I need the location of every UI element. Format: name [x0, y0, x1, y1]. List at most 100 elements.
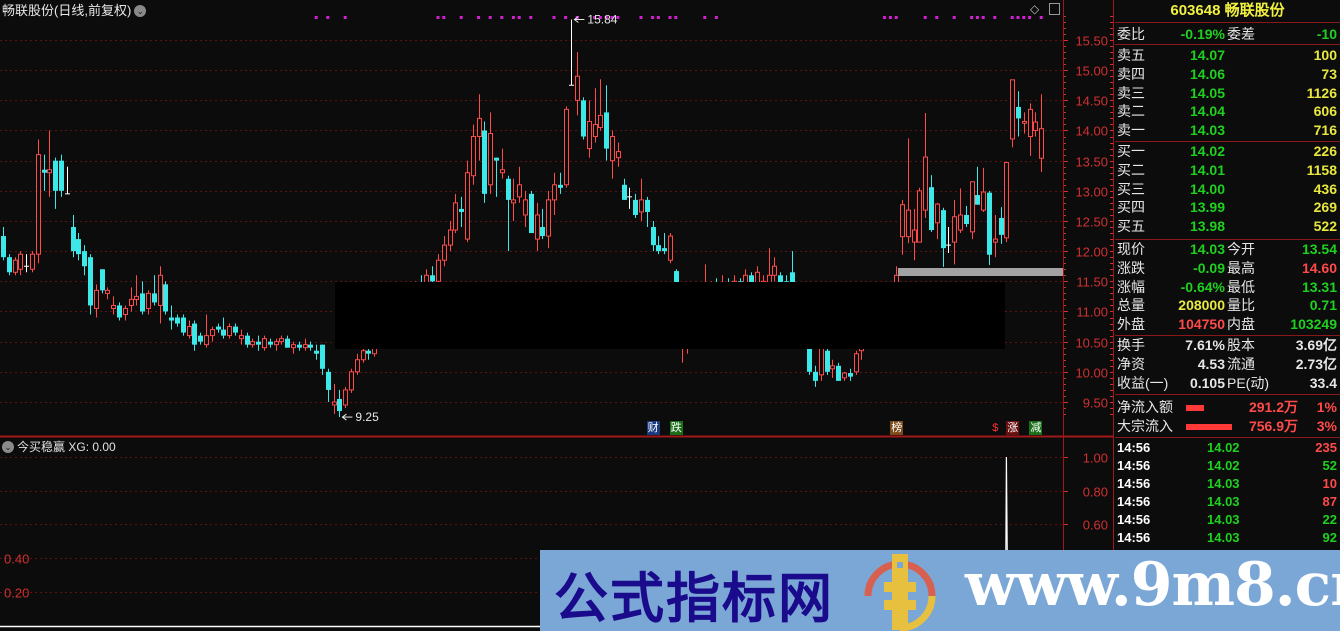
- candle: [18, 251, 23, 276]
- divider: [1115, 44, 1340, 45]
- bid-row: 买一 14.02 226: [1115, 142, 1340, 161]
- candle: [163, 281, 168, 315]
- signal-dot: [952, 16, 956, 19]
- candle-body-up: [471, 136, 476, 177]
- candle: [627, 187, 632, 209]
- divider: [1115, 335, 1340, 336]
- candle: [297, 341, 302, 351]
- candle-body-down: [82, 251, 87, 267]
- fund-label: 净资: [1117, 356, 1145, 372]
- candle: [917, 187, 922, 243]
- candle: [593, 88, 598, 143]
- candle-body-up: [830, 365, 835, 370]
- event-marker[interactable]: $: [992, 422, 999, 434]
- ask-price: 14.05: [1189, 84, 1225, 101]
- candle: [807, 344, 812, 375]
- y-tick-label: 13.50: [1075, 155, 1108, 170]
- value: -0.19%: [1180, 26, 1225, 42]
- y-tick-label: 14.00: [1075, 124, 1108, 139]
- candle-body-up: [343, 389, 348, 406]
- candle-body-up: [30, 253, 35, 270]
- candle: [459, 196, 464, 228]
- candle: [546, 190, 551, 249]
- signal-dot: [442, 16, 446, 19]
- candle: [836, 362, 841, 381]
- chevron-down-icon[interactable]: ⌄: [2, 441, 14, 453]
- fund-label: 股本: [1227, 337, 1255, 353]
- candle-body-up: [111, 304, 116, 309]
- stat-row: 外盘 104750 内盘 103249: [1115, 315, 1340, 334]
- signal-dot: [436, 16, 440, 19]
- event-marker[interactable]: 榜: [890, 421, 904, 435]
- signal-dot: [935, 16, 939, 19]
- fund-label: PE(动): [1227, 375, 1269, 391]
- fund-value: 7.61%: [1185, 337, 1225, 353]
- candle-body-down: [192, 323, 197, 345]
- candle-body-down: [622, 184, 627, 200]
- level-label: 卖三: [1117, 84, 1145, 101]
- signal-dot: [981, 16, 985, 19]
- candle: [36, 139, 41, 264]
- stat-label: 最高: [1227, 259, 1255, 276]
- candle: [140, 281, 145, 315]
- bid-price: 13.99: [1189, 199, 1225, 216]
- weibi-row: 委比 -0.19% 委差 -10: [1115, 25, 1340, 44]
- signal-dot: [604, 16, 608, 19]
- candle-body-up: [912, 229, 917, 243]
- candle-body-up: [523, 199, 528, 216]
- chevron-down-icon[interactable]: ⌄: [134, 5, 147, 17]
- candle-body-down: [1016, 106, 1021, 119]
- y-tick-label: 11.00: [1076, 305, 1108, 320]
- candle-body-down: [59, 160, 64, 191]
- candle: [1010, 79, 1015, 148]
- candle-body-down: [836, 365, 841, 381]
- event-marker[interactable]: 减: [1029, 421, 1043, 435]
- candle-body-up: [134, 295, 139, 300]
- candle-body-down: [494, 157, 499, 161]
- panel-toggle-icon[interactable]: [1049, 3, 1060, 15]
- candle: [772, 257, 777, 282]
- candle: [575, 52, 580, 116]
- event-marker[interactable]: 涨: [1006, 421, 1020, 435]
- bid-price: 14.02: [1189, 143, 1225, 159]
- signal-dot: [656, 16, 660, 19]
- ask-volume: 606: [1313, 103, 1337, 120]
- candle-body-down: [813, 371, 818, 381]
- candle-body-down: [320, 344, 325, 369]
- flow-label: 大宗流入: [1117, 418, 1173, 434]
- candle: [355, 353, 360, 375]
- signal-dot: [674, 16, 678, 19]
- candle-body-up: [923, 156, 928, 211]
- candle-body-down: [1, 236, 6, 258]
- candle-body-down: [529, 193, 534, 234]
- event-marker[interactable]: 财: [646, 421, 660, 435]
- candle: [30, 251, 35, 273]
- bid-price: 13.98: [1189, 218, 1225, 235]
- tick-price: 14.02: [1207, 458, 1240, 473]
- candle-body-up: [158, 274, 163, 306]
- candle-body-down: [245, 335, 250, 345]
- candle: [540, 208, 545, 240]
- kline-chart[interactable]: 15.50 15.00 14.50 14.00 13.50 13.00 12.50 12.00…: [0, 0, 1115, 631]
- tick-time: 14:56: [1117, 494, 1151, 509]
- level-label: 买三: [1117, 180, 1145, 197]
- fund-value: 4.53: [1197, 356, 1225, 372]
- event-marker[interactable]: 跌: [669, 421, 683, 435]
- candle: [970, 181, 975, 240]
- y-tick-label: 14.50: [1075, 94, 1108, 109]
- stat-label: 外盘: [1117, 316, 1145, 333]
- diamond-icon[interactable]: ◇: [1030, 2, 1040, 16]
- signal-dot: [517, 16, 521, 19]
- candle: [134, 275, 139, 306]
- stat-value: 14.60: [1301, 259, 1337, 276]
- divider: [1115, 239, 1340, 240]
- y-tick-label: 12.50: [1075, 215, 1108, 230]
- candle: [192, 320, 197, 351]
- candle-body-up: [18, 253, 23, 270]
- candle: [221, 317, 226, 339]
- tick-time: 14:56: [1117, 476, 1151, 491]
- stat-value: 13.54: [1301, 241, 1337, 257]
- y-tick-label: 12.00: [1075, 245, 1108, 260]
- candle-body-up: [993, 238, 998, 243]
- signal-dot: [975, 16, 979, 19]
